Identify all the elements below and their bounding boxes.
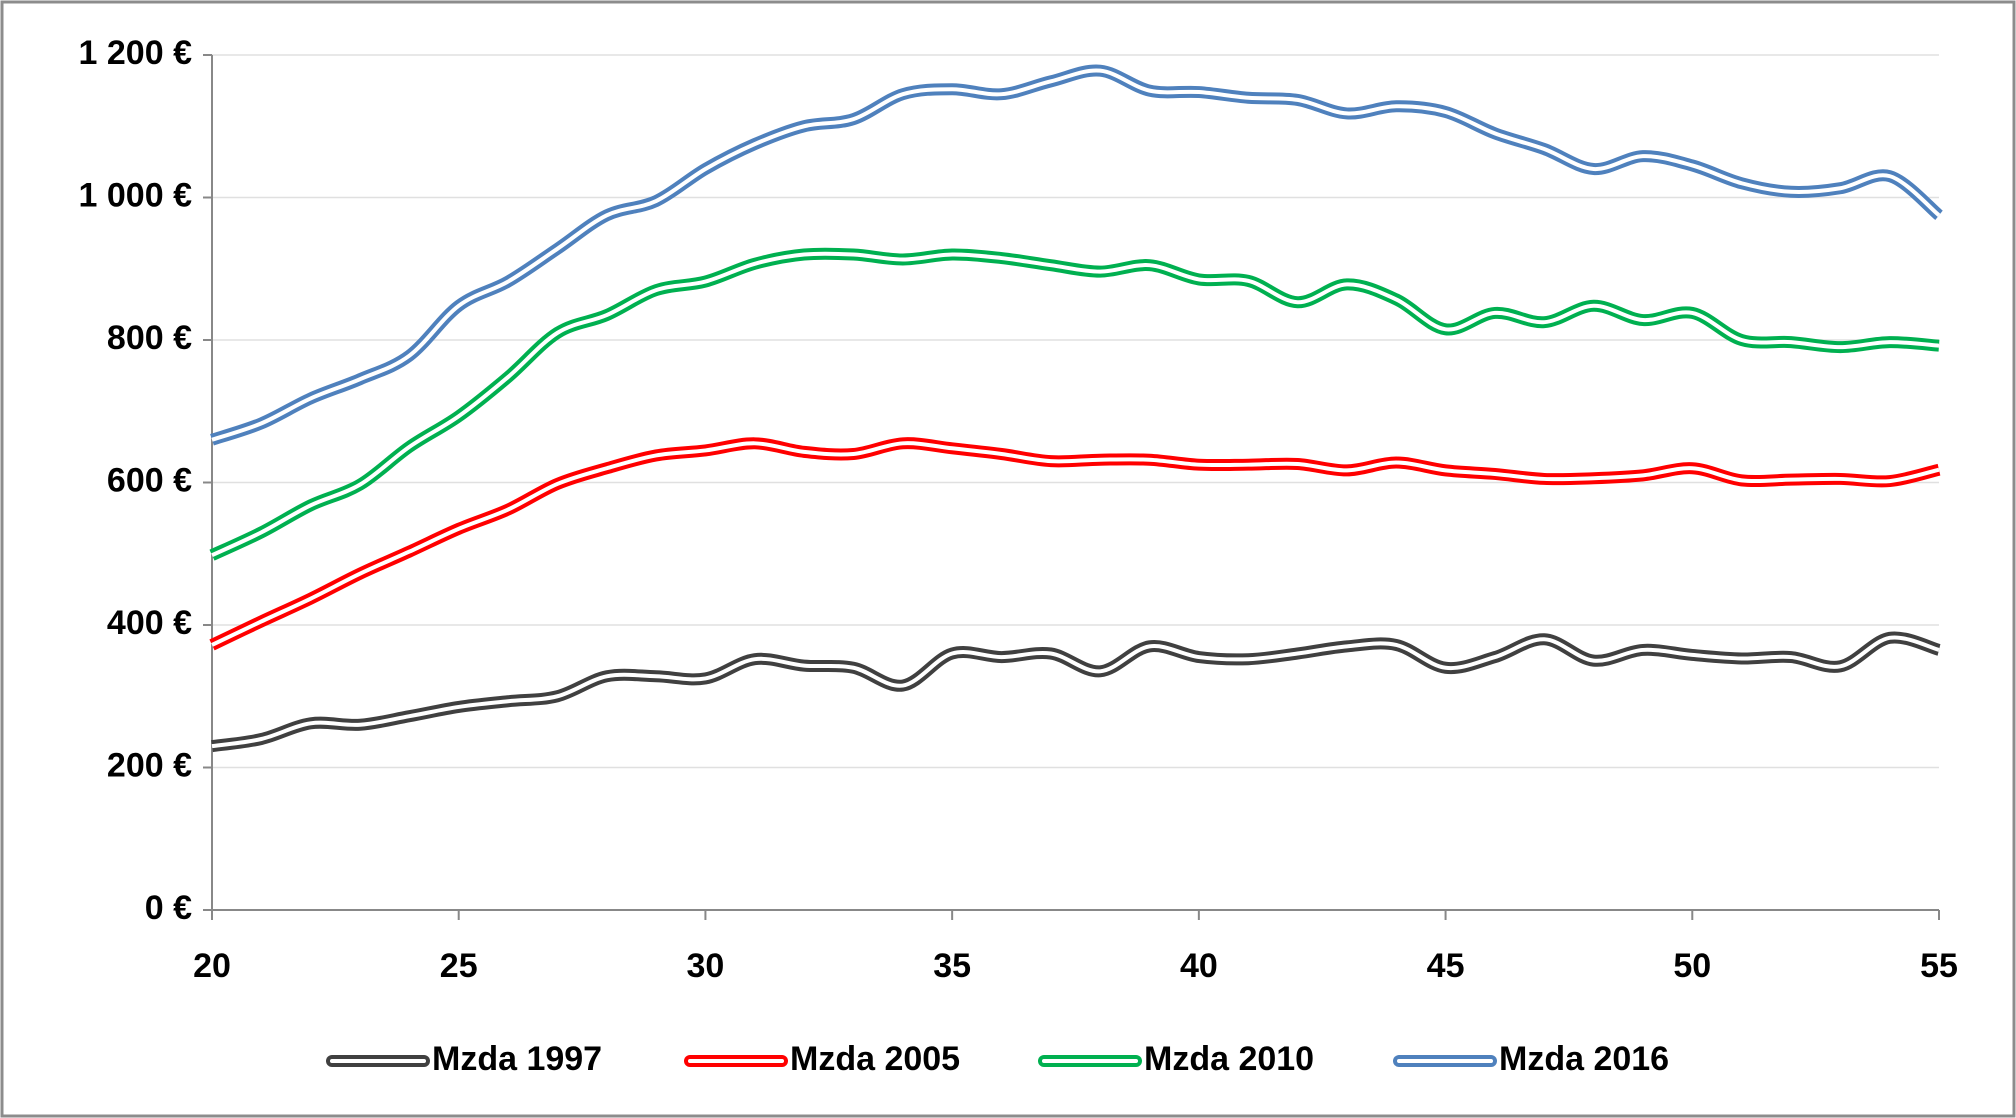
series-line-inner — [211, 441, 1940, 647]
y-tick-label: 200 € — [107, 746, 192, 784]
y-tick-label: 1 200 € — [79, 34, 193, 72]
x-tick-label: 50 — [1673, 947, 1711, 985]
legend-label: Mzda 2016 — [1499, 1040, 1669, 1078]
x-tick-label: 20 — [193, 947, 231, 985]
y-tick-label: 600 € — [107, 461, 192, 499]
series-line-inner — [211, 68, 1941, 442]
y-tick-label: 0 € — [145, 889, 192, 927]
legend-label: Mzda 1997 — [432, 1040, 602, 1078]
y-tick-label: 1 000 € — [79, 176, 193, 214]
series-line-inner — [211, 635, 1940, 749]
x-tick-label: 55 — [1920, 947, 1958, 985]
y-tick-label: 800 € — [107, 319, 192, 357]
x-tick-label: 30 — [687, 947, 725, 985]
x-tick-label: 45 — [1427, 947, 1465, 985]
x-tick-label: 25 — [440, 947, 478, 985]
x-tick-label: 35 — [933, 947, 971, 985]
series-line-inner — [211, 251, 1940, 557]
x-tick-label: 40 — [1180, 947, 1218, 985]
legend-label: Mzda 2010 — [1144, 1040, 1314, 1078]
y-tick-label: 400 € — [107, 604, 192, 642]
legend-label: Mzda 2005 — [790, 1040, 960, 1078]
